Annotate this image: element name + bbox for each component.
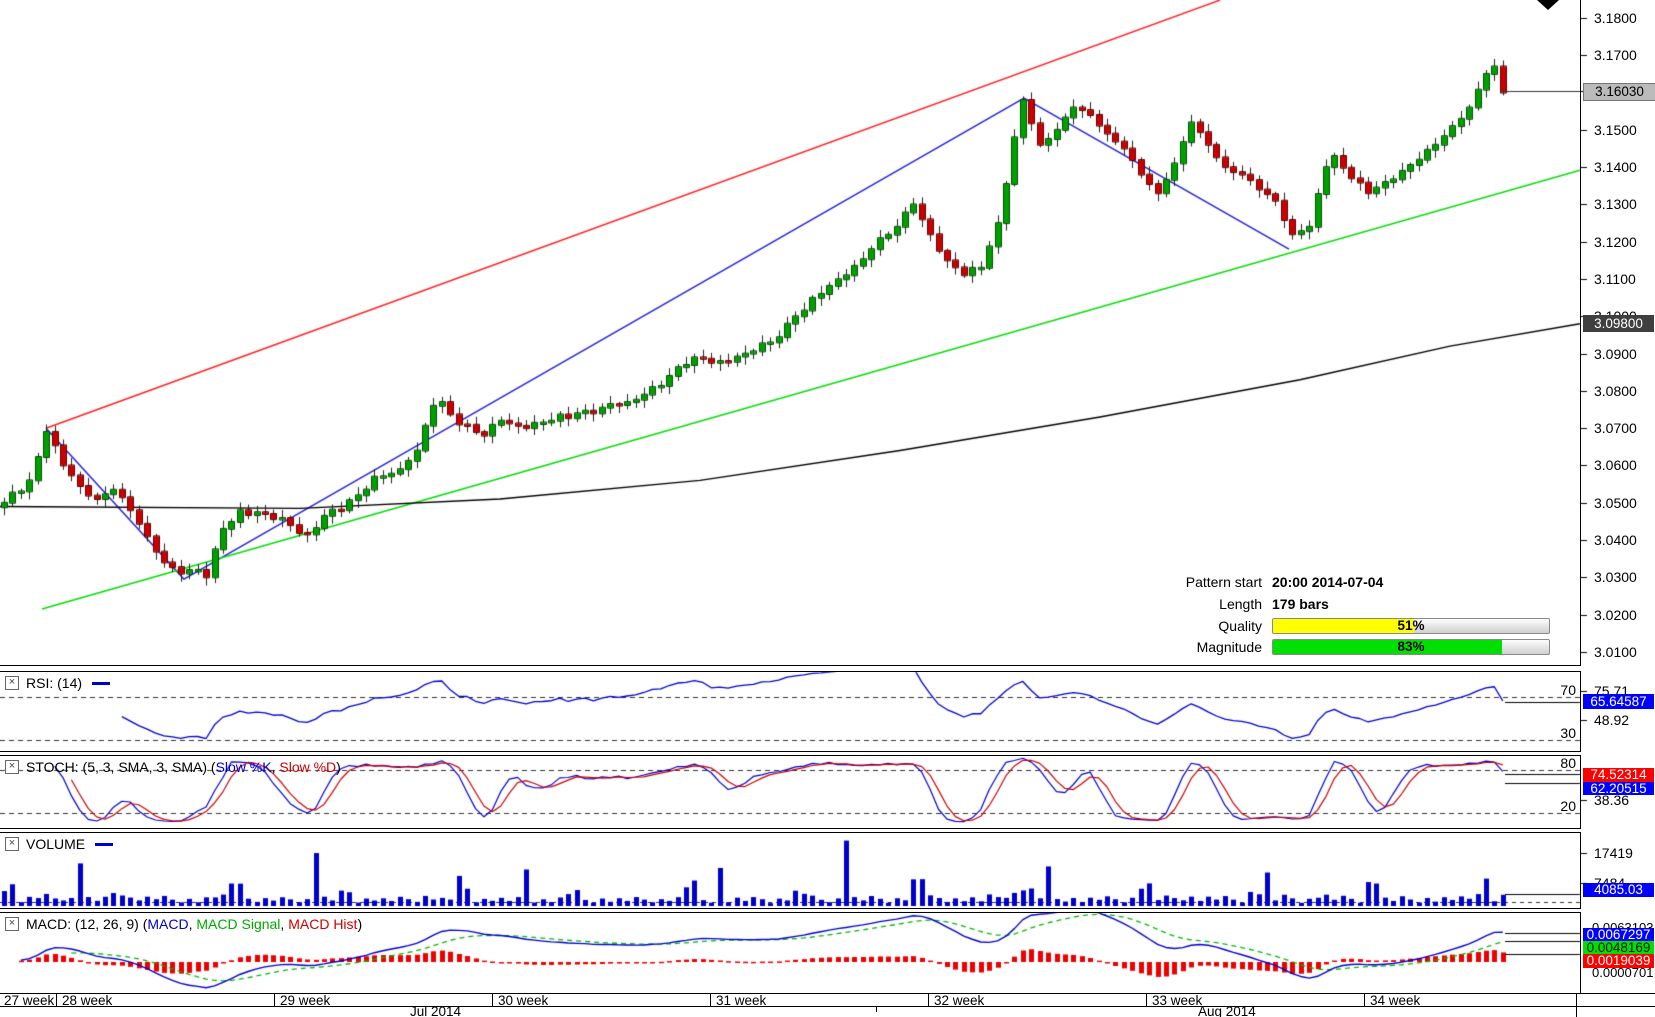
current-price-badge: 3.16030 [1583,83,1655,101]
price-tick-label: 3.1100 [1594,271,1636,287]
pattern-length-value: 179 bars [1272,596,1329,612]
quality-progress-fill [1273,619,1414,633]
week-label[interactable]: 29 week [280,993,331,1008]
stoch-title: STOCH: (5, 3, SMA, 3, SMA) (Slow %K, Slo… [26,759,341,775]
macd-signal-label: MACD Signal [196,916,281,932]
ma-price-badge: 3.09800 [1583,315,1654,332]
stoch-level-label: 20 [1560,798,1576,814]
week-label[interactable]: 30 week [498,993,549,1008]
price-tick-label: 3.0900 [1594,346,1637,362]
rsi-title: RSI: (14) [26,675,83,691]
close-icon[interactable]: × [5,837,19,851]
week-separator [710,994,711,1006]
macd-header: × MACD: (12, 26, 9) (MACD, MACD Signal, … [5,916,362,932]
pattern-start-row: Pattern start 20:00 2014-07-04 [1128,574,1552,590]
pattern-quality-row: Quality 51% [1128,618,1552,634]
volume-legend-dash-icon [95,842,114,846]
price-tick-label: 3.0100 [1594,644,1637,660]
close-icon[interactable]: × [5,760,19,774]
price-tick-label: 3.0600 [1594,457,1637,473]
price-tick-label: 3.0200 [1594,607,1637,623]
week-separator [928,994,929,1006]
volume-header: × VOLUME [5,836,114,852]
pattern-start-value: 20:00 2014-07-04 [1272,574,1384,590]
stoch-k-value-badge: 74.52314 [1583,768,1654,782]
macd-value-badge: 0.0067297 [1583,928,1654,941]
macd-hist-value-badge: 0.0019039 [1583,954,1654,968]
volume-value-badge: 4085.03 [1583,883,1654,897]
magnitude-progress-bar: 83% [1272,639,1550,655]
stoch-level-label: 80 [1560,755,1576,771]
week-separator [56,994,57,1006]
rsi-level-label: 70 [1560,682,1576,698]
quality-progress-bar: 51% [1272,618,1550,634]
current-bar-marker-triangle-icon [1537,0,1559,10]
pattern-quality-label: Quality [1218,618,1262,634]
month-label[interactable]: Aug 2014 [1198,1004,1256,1017]
week-separator [1364,994,1365,1006]
volume-tick-label: 17419 [1594,845,1633,861]
price-tick-label: 3.1400 [1594,159,1637,175]
pattern-length-row: Length 179 bars [1128,596,1552,612]
pattern-magnitude-row: Magnitude 83% [1128,639,1552,655]
week-label[interactable]: 28 week [62,993,113,1008]
week-label[interactable]: 34 week [1370,993,1421,1008]
quality-percent: 51% [1397,618,1425,633]
pattern-start-label: Pattern start [1185,574,1262,590]
price-tick-label: 3.0700 [1594,420,1637,436]
price-tick-label: 3.0800 [1594,383,1637,399]
rsi-header: × RSI: (14) [5,675,111,691]
month-boundary-tick [876,1006,877,1012]
pattern-length-label: Length [1219,596,1262,612]
price-tick-label: 3.1500 [1594,122,1637,138]
rsi-tick-label: 48.92 [1594,712,1630,728]
week-separator [492,994,493,1006]
macd-title: MACD: (12, 26, 9) (MACD, MACD Signal, MA… [26,916,363,932]
price-tick-label: 3.1700 [1594,47,1637,63]
close-icon[interactable]: × [5,676,19,690]
price-tick-label: 3.0400 [1594,532,1637,548]
macd-signal-value-badge: 0.0048169 [1583,941,1654,954]
macd-line-label: MACD [147,916,189,932]
price-tick-label: 3.0300 [1594,569,1637,585]
price-tick-label: 3.1300 [1594,196,1637,212]
stoch-tick-label: 38.36 [1594,792,1630,808]
rsi-level-label: 30 [1560,725,1576,741]
macd-hist-label: MACD Hist [288,916,358,932]
price-tick-label: 3.0500 [1594,495,1637,511]
rsi-legend-dash-icon [92,681,111,685]
magnitude-percent: 83% [1397,639,1425,654]
stoch-slowk-label: Slow %K [215,759,272,775]
price-tick-label: 3.1200 [1594,234,1637,250]
stoch-slowd-label: Slow %D [279,759,337,775]
rsi-value-badge: 65.64587 [1583,694,1654,709]
week-separator [274,994,275,1006]
month-axis-row: Jul 2014 Aug 2014 [0,1004,1655,1017]
macd-axis-label-clipped: 0.0000701 [1592,965,1654,980]
week-axis-row: 27 week 28 week 29 week 30 week 31 week 32 we… [0,993,1655,1008]
price-tick-label: 3.1800 [1594,10,1637,26]
month-label[interactable]: Jul 2014 [410,1004,462,1017]
close-icon[interactable]: × [5,917,19,931]
week-label[interactable]: 31 week [716,993,767,1008]
magnitude-progress-fill [1273,640,1503,654]
week-label[interactable]: 27 week [4,993,55,1008]
week-label[interactable]: 32 week [934,993,985,1008]
week-label[interactable]: 33 week [1152,993,1203,1008]
stoch-d-value-badge: 62.20515 [1583,782,1654,795]
stoch-header: × STOCH: (5, 3, SMA, 3, SMA) (Slow %K, S… [5,759,341,775]
pattern-magnitude-label: Magnitude [1196,639,1262,655]
week-separator [1146,994,1147,1006]
axis-row-separator [1576,993,1577,1017]
volume-title: VOLUME [26,836,86,852]
